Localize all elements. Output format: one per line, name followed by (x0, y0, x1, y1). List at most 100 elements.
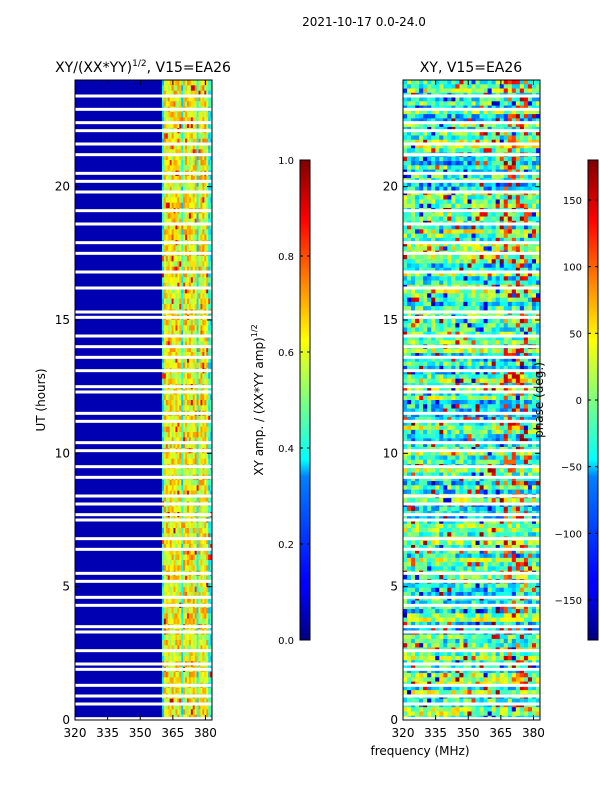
heatmap-cell (415, 173, 420, 179)
heatmap-cell (200, 90, 203, 97)
heatmap-cell (161, 576, 165, 582)
heatmap-cell (419, 229, 424, 234)
heatmap-cell (531, 229, 537, 234)
heatmap-cell (499, 280, 505, 286)
heatmap-cell (523, 229, 529, 234)
heatmap-cell (186, 352, 190, 358)
heatmap-cell (183, 176, 186, 182)
heatmap-cell (451, 173, 456, 179)
heatmap-cell (479, 161, 484, 166)
flagged-row (75, 179, 212, 183)
heatmap-cell (210, 325, 213, 332)
heatmap-cell (479, 101, 484, 106)
heatmap-cell (411, 139, 416, 145)
heatmap-cell (208, 613, 211, 620)
heatmap-cell (181, 656, 184, 662)
heatmap-cell (475, 289, 480, 294)
heatmap-cell (165, 394, 169, 401)
heatmap-cell (183, 704, 186, 710)
heatmap-cell (194, 688, 198, 694)
heatmap-cell (206, 618, 209, 625)
heatmap-cell (419, 165, 424, 170)
heatmap-cell (531, 272, 537, 277)
heatmap-cell (165, 144, 169, 150)
heatmap-cell (177, 506, 180, 513)
heatmap-cell (200, 149, 203, 156)
heatmap-cell (179, 634, 182, 641)
heatmap-cell (208, 645, 211, 652)
heatmap-cell (177, 645, 180, 652)
heatmap-cell (183, 709, 186, 716)
heatmap-cell (487, 109, 493, 115)
heatmap-cell (483, 199, 489, 205)
heatmap-cell (204, 613, 207, 620)
heatmap-cell (186, 453, 190, 460)
heatmap-cell (511, 259, 517, 264)
heatmap-cell (175, 458, 178, 465)
heatmap-cell (204, 229, 207, 236)
heatmap-cell (181, 698, 184, 705)
heatmap-cell (403, 225, 408, 230)
heatmap-cell (495, 114, 501, 119)
heatmap-cell (171, 320, 174, 326)
heatmap-cell (463, 173, 468, 179)
heatmap-cell (495, 293, 501, 298)
heatmap-cell (179, 378, 182, 385)
heatmap-cell (192, 656, 196, 662)
heatmap-cell (451, 114, 456, 119)
heatmap-cell (190, 218, 194, 225)
heatmap-cell (186, 122, 190, 129)
heatmap-cell (208, 554, 211, 561)
heatmap-cell (210, 421, 213, 428)
heatmap-cell (435, 139, 440, 145)
heatmap-cell (507, 84, 513, 89)
heatmap-cell (407, 259, 412, 264)
heatmap-cell (175, 378, 178, 385)
heatmap-cell (206, 560, 209, 566)
heatmap-cell (479, 144, 484, 149)
heatmap-cell (487, 148, 493, 153)
heatmap-cell (403, 144, 408, 149)
heatmap-cell (167, 298, 171, 305)
heatmap-cell (179, 554, 182, 561)
heatmap-cell (192, 304, 196, 310)
heatmap-cell (415, 109, 420, 115)
heatmap-cell (471, 131, 476, 136)
heatmap-cell (161, 480, 165, 486)
heatmap-cell (161, 357, 165, 364)
heatmap-cell (181, 330, 184, 337)
heatmap-cell (427, 203, 432, 209)
heatmap-cell (459, 280, 464, 286)
heatmap-cell (183, 416, 186, 422)
heatmap-cell (181, 677, 184, 684)
heatmap-cell (175, 266, 178, 273)
heatmap-cell (423, 101, 428, 106)
heatmap-cell (210, 490, 213, 497)
heatmap-cell (161, 709, 165, 716)
heatmap-cell (471, 242, 476, 247)
heatmap-cell (196, 426, 199, 433)
heatmap-cell (163, 400, 167, 406)
heatmap-cell (181, 277, 184, 284)
heatmap-cell (179, 522, 182, 529)
heatmap-cell (206, 256, 209, 262)
heatmap-cell (186, 218, 190, 225)
x-tick-label: 335 (96, 726, 119, 740)
heatmap-cell (198, 288, 201, 294)
heatmap-cell (491, 267, 497, 273)
heatmap-cell (177, 112, 180, 118)
heatmap-cell (206, 581, 209, 588)
heatmap-cell (173, 597, 176, 604)
heatmap-cell (495, 276, 501, 281)
heatmap-cell (507, 225, 513, 230)
heatmap-cell (183, 202, 186, 209)
heatmap-cell (523, 289, 529, 294)
heatmap-cell (165, 277, 169, 284)
heatmap-cell (455, 272, 460, 277)
heatmap-cell (511, 139, 517, 145)
heatmap-cell (181, 442, 184, 449)
heatmap-cell (495, 272, 501, 277)
heatmap-cell (479, 131, 484, 136)
heatmap-cell (519, 216, 525, 222)
